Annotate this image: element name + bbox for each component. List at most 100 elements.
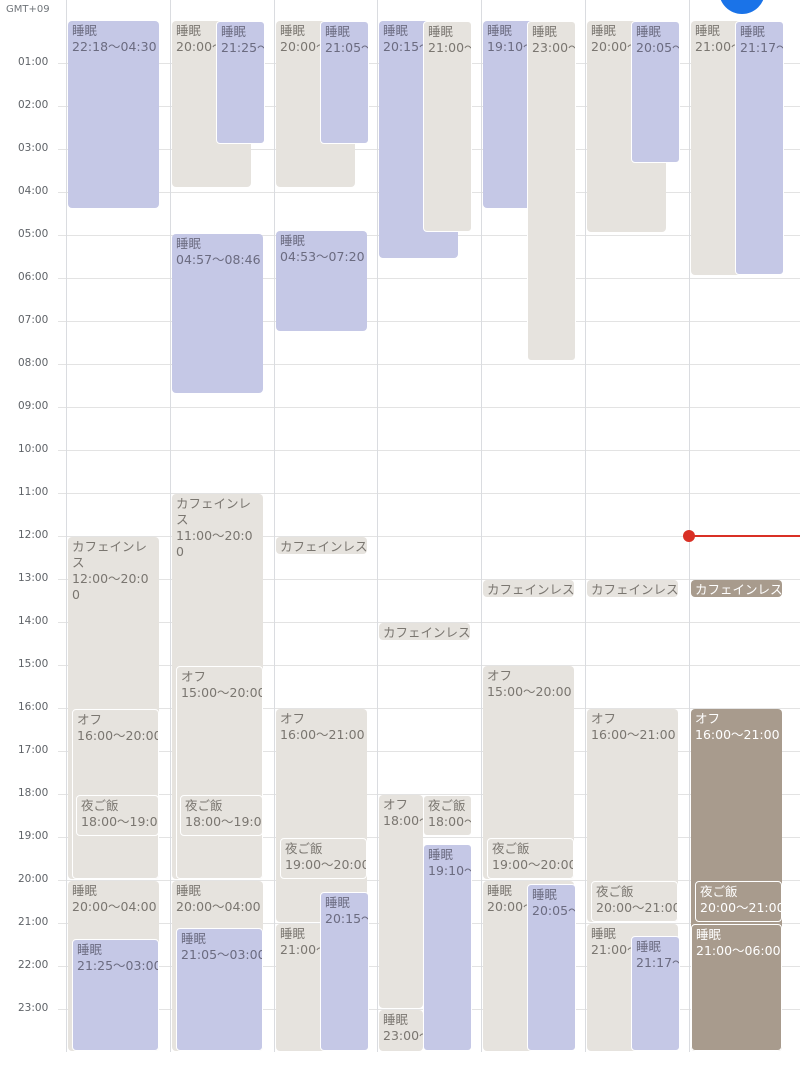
event-time: 21:00〜 bbox=[428, 40, 472, 55]
hour-label: 02:00 bbox=[18, 99, 49, 111]
event-time: 20:15〜 bbox=[325, 910, 369, 926]
event-time: 20:00〜04:00 bbox=[176, 899, 261, 914]
hour-gridline bbox=[58, 794, 800, 795]
calendar-event[interactable]: カフェインレス bbox=[587, 580, 678, 598]
event-title: オフ bbox=[280, 711, 306, 726]
event-title: 睡眠 bbox=[696, 927, 722, 942]
calendar-event[interactable]: 睡眠 20:05〜 bbox=[527, 884, 576, 1051]
hour-label: 19:00 bbox=[18, 830, 49, 842]
calendar-event[interactable]: 睡眠 21:00〜06:00 bbox=[691, 924, 782, 1051]
event-title: 睡眠 bbox=[636, 939, 662, 955]
calendar-event[interactable]: 睡眠 21:05〜 bbox=[320, 21, 369, 144]
calendar-event[interactable]: オフ 16:00〜20:00 bbox=[72, 709, 159, 879]
event-time: 20:00〜04:00 bbox=[72, 899, 157, 914]
event-title: 睡眠 bbox=[280, 926, 306, 941]
event-title: 睡眠 bbox=[383, 23, 409, 38]
calendar-event[interactable]: 睡眠 21:17〜 bbox=[631, 936, 680, 1051]
event-time: 18:00〜19:00 bbox=[185, 814, 263, 829]
calendar-event[interactable]: 夜ご飯 19:00〜20:00 bbox=[280, 838, 367, 879]
event-time: 21:00〜 bbox=[280, 942, 329, 957]
calendar-event[interactable]: 夜ご飯 18:00〜19:00 bbox=[180, 795, 263, 836]
event-title: 夜ご飯 bbox=[428, 798, 466, 813]
calendar-event[interactable]: 睡眠 19:10〜 bbox=[423, 844, 472, 1051]
hour-label: 17:00 bbox=[18, 744, 49, 756]
calendar-event[interactable]: 夜ご飯 20:00〜21:00 bbox=[695, 881, 782, 922]
calendar-event[interactable]: 夜ご飯 20:00〜21:00 bbox=[591, 881, 678, 922]
calendar-event[interactable]: 睡眠 21:17〜 bbox=[735, 21, 784, 275]
calendar-event[interactable]: 睡眠 20:15〜 bbox=[320, 891, 369, 1051]
event-title: オフ bbox=[383, 797, 409, 812]
event-time: 18:00〜 bbox=[428, 814, 472, 829]
event-title: カフェインレス bbox=[487, 582, 574, 597]
day-divider bbox=[66, 0, 67, 1052]
calendar-event[interactable]: 夜ご飯 18:00〜 bbox=[423, 795, 472, 836]
create-event-button[interactable] bbox=[719, 0, 765, 14]
event-title: 夜ご飯 bbox=[185, 798, 223, 813]
calendar-event[interactable]: 睡眠 21:05〜03:00 bbox=[176, 928, 263, 1051]
hour-label: 05:00 bbox=[18, 228, 49, 240]
hour-gridline bbox=[58, 493, 800, 494]
event-time: 20:00〜 bbox=[280, 39, 329, 54]
event-time: 16:00〜20:00 bbox=[77, 728, 159, 743]
hour-label: 10:00 bbox=[18, 443, 49, 455]
calendar-event[interactable]: 睡眠 04:57〜08:46 bbox=[172, 233, 263, 394]
hour-label: 22:00 bbox=[18, 959, 49, 971]
calendar-event[interactable]: カフェインレス bbox=[691, 580, 782, 598]
event-time: 21:25〜 bbox=[221, 40, 265, 55]
day-divider bbox=[170, 0, 171, 1052]
hour-gridline bbox=[58, 579, 800, 580]
event-time: 19:00〜20:00 bbox=[492, 857, 574, 872]
current-time-line bbox=[689, 535, 800, 537]
calendar-event[interactable]: オフ 16:00〜21:00 bbox=[276, 709, 367, 922]
calendar-event[interactable]: カフェインレス bbox=[379, 623, 470, 641]
event-title: 睡眠 bbox=[591, 926, 617, 941]
event-time: 12:00〜20:00 bbox=[72, 571, 149, 602]
event-title: カフェインレス bbox=[695, 582, 782, 597]
event-title: カフェインレス bbox=[280, 539, 367, 554]
calendar-event[interactable]: 睡眠 20:05〜 bbox=[631, 21, 680, 164]
event-time: 22:18〜04:30 bbox=[72, 39, 157, 54]
day-divider bbox=[377, 0, 378, 1052]
event-title: カフェインレス bbox=[383, 625, 470, 640]
hour-gridline bbox=[58, 407, 800, 408]
event-title: カフェインレス bbox=[72, 539, 148, 570]
hour-label: 04:00 bbox=[18, 185, 49, 197]
calendar-event[interactable]: 睡眠 21:00〜 bbox=[423, 21, 472, 232]
event-title: 睡眠 bbox=[72, 23, 98, 38]
event-title: 睡眠 bbox=[280, 232, 306, 248]
event-title: 睡眠 bbox=[487, 23, 513, 38]
event-title: 睡眠 bbox=[77, 942, 103, 958]
calendar-event[interactable]: 睡眠 04:53〜07:20 bbox=[276, 230, 367, 331]
event-title: 睡眠 bbox=[428, 24, 454, 39]
event-title: 睡眠 bbox=[487, 883, 513, 898]
calendar-event[interactable]: オフ 15:00〜20:00 bbox=[176, 666, 263, 879]
event-title: 睡眠 bbox=[532, 24, 558, 39]
hour-gridline bbox=[58, 364, 800, 365]
event-time: 21:05〜 bbox=[325, 40, 369, 55]
calendar-event[interactable]: カフェインレス bbox=[276, 537, 367, 555]
event-title: 夜ご飯 bbox=[700, 884, 738, 899]
event-time: 21:17〜 bbox=[740, 40, 784, 55]
hour-label: 21:00 bbox=[18, 916, 49, 928]
event-time: 20:00〜 bbox=[176, 39, 225, 54]
event-time: 15:00〜20:00 bbox=[487, 684, 572, 699]
calendar-event[interactable]: 睡眠 21:25〜03:00 bbox=[72, 939, 159, 1051]
event-time: 21:00〜 bbox=[695, 39, 744, 54]
calendar-event[interactable]: カフェインレス bbox=[483, 580, 574, 598]
event-title: 睡眠 bbox=[325, 24, 351, 39]
event-time: 23:00〜 bbox=[383, 1028, 423, 1043]
hour-gridline bbox=[58, 708, 800, 709]
calendar-event[interactable]: 夜ご飯 19:00〜20:00 bbox=[487, 838, 574, 879]
calendar-event[interactable]: 夜ご飯 18:00〜19:00 bbox=[76, 795, 159, 836]
calendar-event[interactable]: 睡眠 21:25〜 bbox=[216, 21, 265, 144]
event-title: 睡眠 bbox=[221, 24, 247, 39]
event-title: 睡眠 bbox=[591, 23, 617, 38]
hour-label: 03:00 bbox=[18, 142, 49, 154]
day-divider bbox=[274, 0, 275, 1052]
calendar-event[interactable]: 睡眠 22:18〜04:30 bbox=[68, 21, 159, 209]
hour-gridline bbox=[58, 278, 800, 279]
